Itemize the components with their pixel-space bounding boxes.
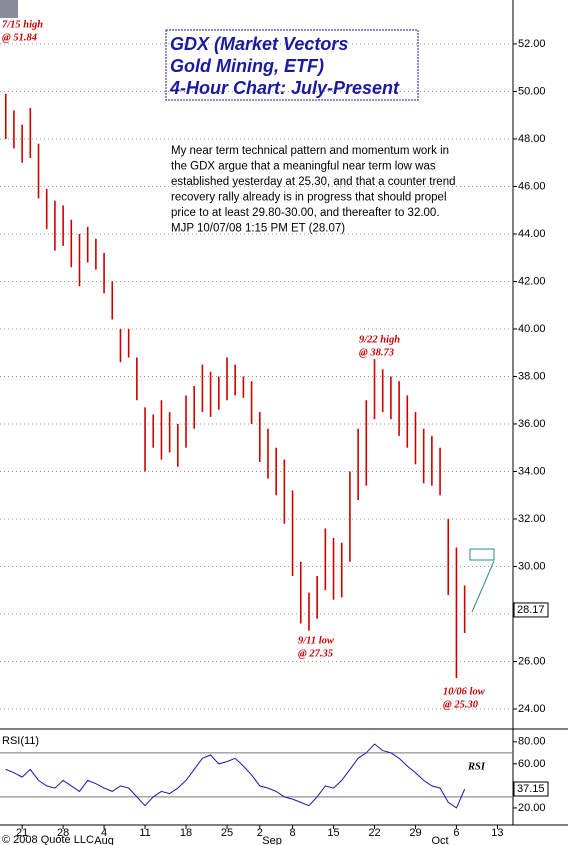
y-tick-label: 44.00: [518, 228, 546, 240]
annotation: @ 51.84: [2, 32, 37, 43]
x-tick-label: 2: [257, 827, 263, 839]
x-tick-label: 6: [453, 827, 459, 839]
rsi-line: [5, 743, 466, 809]
title-box: [165, 29, 419, 101]
y-tick-label: 34.00: [518, 465, 546, 477]
commentary: My near term technical pattern and momen…: [171, 145, 449, 157]
x-tick-label: 8: [289, 827, 295, 839]
chart-title: Gold Mining, ETF): [170, 56, 324, 76]
y-tick-label: 50.00: [518, 85, 546, 97]
chart-title: 4-Hour Chart: July-Present: [169, 78, 400, 98]
copyright: © 2008 Quote LLC: [2, 834, 94, 845]
commentary: the GDX argue that a meaningful near ter…: [171, 161, 436, 173]
corner-icon: [0, 0, 18, 18]
y-tick-label: 60.00: [518, 758, 546, 770]
x-tick-label: 21: [16, 827, 28, 839]
annotation: 7/15 high: [2, 19, 43, 30]
annotation: 9/11 low: [298, 635, 335, 646]
projection-line: [471, 560, 495, 613]
x-tick-label: 15: [327, 827, 339, 839]
y-tick-label: 30.00: [518, 560, 546, 572]
x-tick-label: 25: [221, 827, 233, 839]
y-tick-label: 42.00: [518, 275, 546, 287]
y-tick-label: 38.00: [518, 370, 546, 382]
y-tick-label: 48.00: [518, 133, 546, 145]
annotation: @ 38.73: [359, 347, 394, 358]
y-tick-label: 32.00: [518, 513, 546, 525]
annotation: @ 25.30: [443, 699, 479, 710]
annotation: @ 27.35: [298, 648, 333, 659]
y-tick-label: 36.00: [518, 418, 546, 430]
y-tick-label: 40.00: [518, 323, 546, 335]
series-tag: RSI: [467, 761, 486, 772]
x-tick-label: 11: [139, 827, 150, 839]
y-tick-label: 20.00: [518, 802, 546, 814]
commentary: established yesterday at 25.30, and that…: [171, 176, 456, 188]
x-tick-label: 22: [368, 827, 380, 839]
commentary: MJP 10/07/08 1:15 PM ET (28.07): [171, 223, 345, 235]
chart-title: GDX (Market Vectors: [170, 34, 348, 54]
y-tick-label: 46.00: [518, 180, 546, 192]
commentary: recovery rally already is in progress th…: [171, 192, 447, 204]
last-value-box: [513, 781, 549, 797]
last-value-label: 37.15: [517, 783, 545, 795]
panel-label: RSI(11): [2, 735, 39, 747]
x-tick-label: 13: [491, 827, 503, 839]
annotation: 9/22 high: [359, 334, 400, 345]
month-label: Aug: [94, 835, 114, 845]
y-tick-label: 80.00: [518, 736, 546, 748]
last-value-label: 28.17: [517, 604, 545, 616]
x-tick-label: 29: [409, 827, 421, 839]
x-tick-label: 28: [57, 827, 69, 839]
target-box: [469, 548, 495, 561]
y-tick-label: 26.00: [518, 655, 546, 667]
x-tick-label: 4: [101, 827, 107, 839]
y-tick-label: 52.00: [518, 38, 546, 50]
x-tick-label: 18: [180, 827, 192, 839]
commentary: price to at least 29.80-30.00, and there…: [171, 207, 440, 219]
y-tick-label: 24.00: [518, 703, 546, 715]
last-value-box: [513, 602, 549, 618]
month-label: Oct: [432, 835, 449, 845]
annotation: 10/06 low: [443, 686, 486, 697]
month-label: Sep: [262, 835, 282, 845]
